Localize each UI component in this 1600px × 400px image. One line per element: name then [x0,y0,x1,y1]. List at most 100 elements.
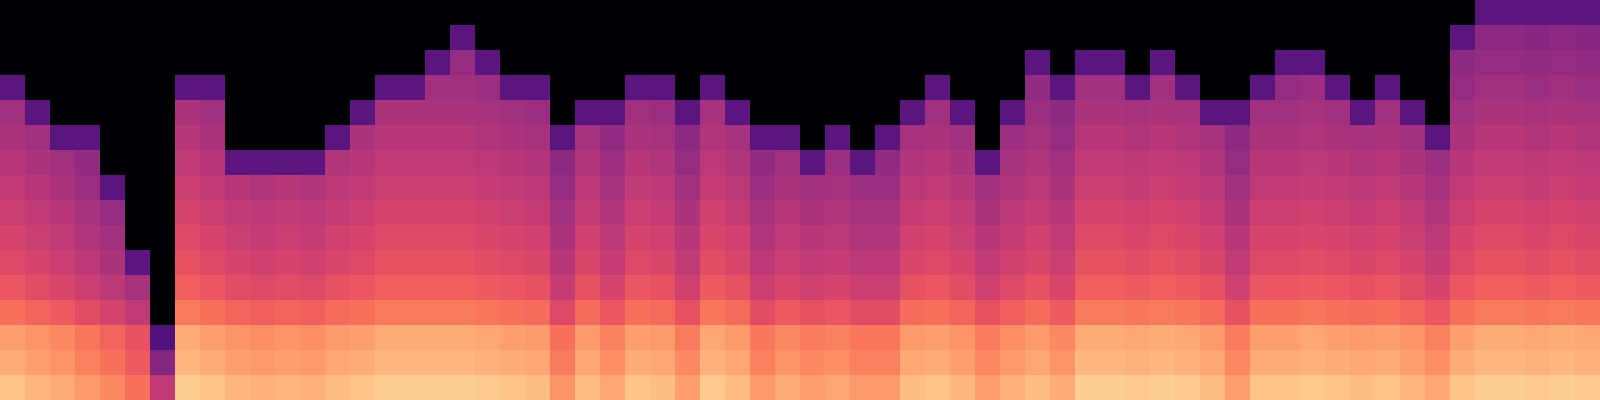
heatmap-cell [1325,175,1351,201]
heatmap-cell [1375,225,1401,251]
heatmap-cell [650,175,676,201]
heatmap-cell [1275,275,1301,301]
heatmap-cell [225,75,251,101]
heatmap-cell [550,75,576,101]
heatmap-cell [1200,200,1226,226]
heatmap-cell [1225,300,1251,326]
heatmap-cell [1450,325,1476,351]
heatmap-cell [375,0,401,26]
heatmap-cell [25,325,51,351]
heatmap-cell [350,275,376,301]
heatmap-cell [100,175,126,201]
heatmap-cell [800,225,826,251]
heatmap-cell [1550,375,1576,400]
heatmap-cell [950,50,976,76]
heatmap-cell [275,100,301,126]
heatmap-cell [350,100,376,126]
heatmap-cell [300,200,326,226]
heatmap-cell [550,350,576,376]
heatmap-cell [1250,150,1276,176]
heatmap-cell [150,150,176,176]
heatmap-cell [1150,150,1176,176]
heatmap-cell [75,225,101,251]
heatmap-cell [0,50,26,76]
heatmap-cell [1325,0,1351,26]
heatmap-cell [900,275,926,301]
heatmap-cell [575,0,601,26]
heatmap-cell [275,125,301,151]
heatmap-cell [250,75,276,101]
heatmap-cell [575,75,601,101]
heatmap-cell [650,75,676,101]
heatmap-cell [1250,250,1276,276]
heatmap-cell [150,125,176,151]
heatmap-cell [75,375,101,400]
heatmap-cell [725,0,751,26]
heatmap-cell [1000,0,1026,26]
heatmap-cell [700,275,726,301]
heatmap-cell [700,175,726,201]
heatmap-cell [550,325,576,351]
heatmap-cell [1300,100,1326,126]
heatmap-cell [900,200,926,226]
heatmap-cell [100,125,126,151]
heatmap-cell [100,50,126,76]
heatmap-cell [250,175,276,201]
heatmap-cell [250,225,276,251]
heatmap-cell [475,175,501,201]
heatmap-cell [800,0,826,26]
heatmap-cell [1275,200,1301,226]
heatmap-cell [1225,100,1251,126]
heatmap-cell [225,350,251,376]
heatmap-cell [1425,375,1451,400]
heatmap-cell [1325,325,1351,351]
heatmap-cell [650,125,676,151]
heatmap-cell [1475,75,1501,101]
heatmap-cell [850,150,876,176]
heatmap-cell [975,200,1001,226]
heatmap-cell [225,200,251,226]
heatmap-cell [325,250,351,276]
heatmap-cell [1525,0,1551,26]
heatmap-cell [400,275,426,301]
heatmap-cell [600,0,626,26]
heatmap-cell [975,150,1001,176]
heatmap-cell [1450,50,1476,76]
heatmap-cell [775,200,801,226]
heatmap-cell [200,300,226,326]
heatmap-cell [100,325,126,351]
heatmap-cell [650,200,676,226]
heatmap-cell [300,125,326,151]
heatmap-cell [1350,275,1376,301]
heatmap-cell [1550,100,1576,126]
heatmap-cell [825,250,851,276]
heatmap-cell [275,200,301,226]
heatmap-cell [150,175,176,201]
heatmap-cell [150,375,176,400]
heatmap-cell [325,50,351,76]
heatmap-cell [1200,325,1226,351]
heatmap-cell [200,275,226,301]
heatmap-cell [375,300,401,326]
heatmap-cell [1025,375,1051,400]
heatmap-cell [400,250,426,276]
heatmap-cell [1025,200,1051,226]
heatmap-cell [925,75,951,101]
heatmap-cell [175,225,201,251]
heatmap-cell [50,0,76,26]
heatmap-cell [875,100,901,126]
heatmap-cell [550,50,576,76]
heatmap-cell [825,325,851,351]
heatmap-cell [1000,250,1026,276]
heatmap-cell [1075,75,1101,101]
heatmap-cell [50,75,76,101]
heatmap-cell [1025,100,1051,126]
heatmap-cell [350,75,376,101]
heatmap-cell [250,375,276,400]
heatmap-cell [675,275,701,301]
heatmap-cell [500,275,526,301]
heatmap-cell [1300,300,1326,326]
heatmap-cell [550,125,576,151]
heatmap-cell [1100,0,1126,26]
heatmap-cell [625,250,651,276]
